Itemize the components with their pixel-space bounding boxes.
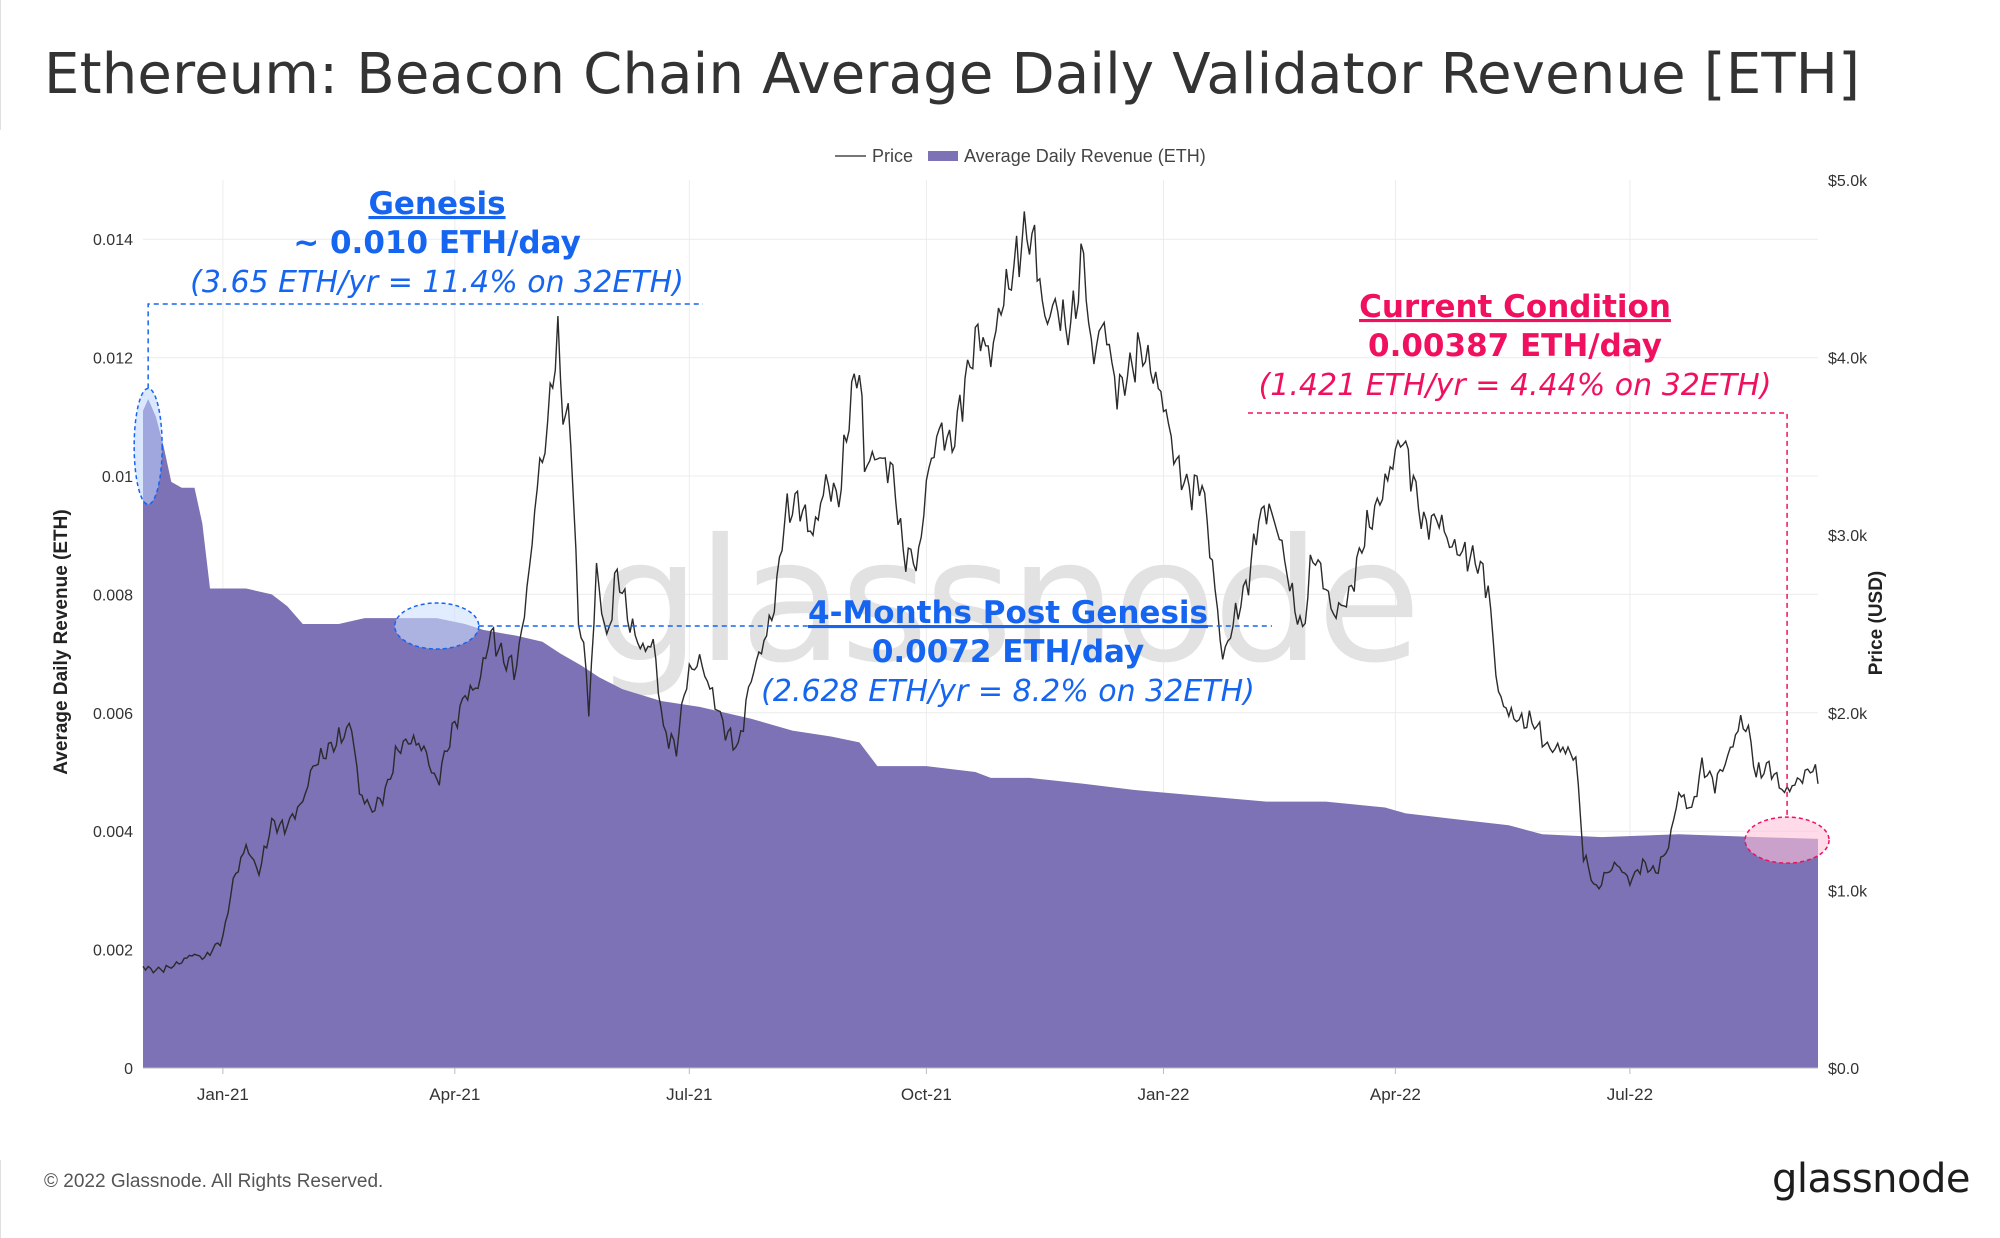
left-edge-mark-bottom — [0, 1160, 1, 1238]
annotation-four-months-heading: 4-Months Post Genesis — [808, 595, 1208, 631]
y-left-tick-label: 0 — [124, 1061, 133, 1078]
y-left-tick-label: 0.002 — [93, 943, 133, 960]
legend-revenue-swatch — [928, 151, 958, 161]
annotation-shapes — [133, 303, 1830, 864]
revenue-area-series — [143, 399, 1818, 1068]
chart-title: Ethereum: Beacon Chain Average Daily Val… — [44, 42, 1861, 107]
annotation-current-value: 0.00387 ETH/day — [1368, 328, 1662, 364]
y-left-tick-label: 0.004 — [93, 824, 133, 841]
genesis-leader-line — [147, 303, 703, 389]
y-axis-right-title: Price (USD) — [1866, 571, 1887, 676]
y-right-tick-label: $4.0k — [1828, 351, 1868, 368]
y-right-tick-label: $2.0k — [1828, 706, 1868, 723]
current-highlight-ellipse — [1744, 816, 1830, 864]
watermark: glassnode — [593, 503, 1418, 701]
y-left-tick-label: 0.012 — [93, 351, 133, 368]
legend: Price Average Daily Revenue (ETH) — [835, 146, 1206, 166]
x-tick-label: Apr-21 — [429, 1085, 480, 1104]
axes: Jan-21 Apr-21 Jul-21 Oct-21 Jan-22 Apr-22 Jul-… — [93, 173, 1868, 1104]
y-right-tick-label: $5.0k — [1828, 173, 1868, 190]
left-edge-mark — [0, 0, 1, 130]
legend-price-label: Price — [872, 146, 913, 166]
y-right-tick-label: $3.0k — [1828, 528, 1868, 545]
legend-revenue-label: Average Daily Revenue (ETH) — [964, 146, 1206, 166]
y-left-tick-label: 0.014 — [93, 232, 133, 249]
annotation-four-months-value: 0.0072 ETH/day — [872, 634, 1144, 670]
footer-copyright: © 2022 Glassnode. All Rights Reserved. — [44, 1171, 384, 1192]
genesis-highlight-ellipse — [133, 387, 163, 506]
y-left-tick-label: 0.01 — [102, 469, 133, 486]
annotation-four-months: 4-Months Post Genesis 0.0072 ETH/day (2.… — [761, 595, 1255, 709]
footer-logo[interactable]: glassnode — [1771, 1156, 1971, 1202]
y-axis-left-title: Average Daily Revenue (ETH) — [51, 509, 72, 774]
x-tick-label: Jul-22 — [1607, 1085, 1653, 1104]
x-tick-label: Apr-22 — [1370, 1085, 1421, 1104]
y-left-tick-label: 0.006 — [93, 706, 133, 723]
annotation-current: Current Condition 0.00387 ETH/day (1.421… — [1259, 289, 1772, 403]
y-left-tick-label: 0.008 — [93, 587, 133, 604]
annotation-current-detail: (1.421 ETH/yr = 4.44% on 32ETH) — [1259, 368, 1772, 403]
annotation-genesis-value: ~ 0.010 ETH/day — [293, 225, 581, 261]
x-tick-label: Oct-21 — [901, 1085, 952, 1104]
price-line-series — [142, 211, 1819, 974]
annotation-genesis-detail: (3.65 ETH/yr = 11.4% on 32ETH) — [190, 265, 684, 300]
annotation-four-months-detail: (2.628 ETH/yr = 8.2% on 32ETH) — [761, 674, 1255, 709]
annotation-genesis: Genesis ~ 0.010 ETH/day (3.65 ETH/yr = 1… — [190, 186, 684, 300]
y-right-tick-label: $0.0 — [1828, 1061, 1859, 1078]
four-months-highlight-ellipse — [394, 602, 480, 650]
annotation-genesis-heading: Genesis — [368, 186, 505, 222]
annotation-current-heading: Current Condition — [1359, 289, 1671, 325]
x-tick-label: Jan-21 — [197, 1085, 249, 1104]
x-tick-label: Jan-22 — [1137, 1085, 1189, 1104]
y-right-tick-label: $1.0k — [1828, 883, 1868, 900]
x-tick-label: Jul-21 — [666, 1085, 712, 1104]
